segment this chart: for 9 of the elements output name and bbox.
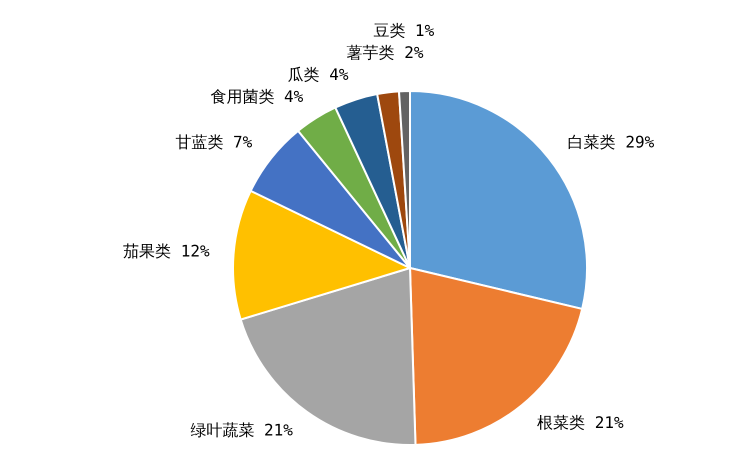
slice-label: 甘蓝类 7%	[175, 132, 253, 152]
slice-label: 食用菌类 4%	[210, 86, 304, 106]
slice-label: 薯芋类 2%	[346, 42, 424, 62]
slice-label: 绿叶蔬菜 21%	[190, 420, 294, 440]
slice-label: 豆类 1%	[373, 20, 435, 40]
slice-label: 茄果类 12%	[123, 242, 210, 261]
slice-label: 瓜类 4%	[288, 64, 349, 84]
slice-label: 根菜类 21%	[537, 412, 624, 432]
slice-label: 白菜类 29%	[568, 132, 655, 152]
